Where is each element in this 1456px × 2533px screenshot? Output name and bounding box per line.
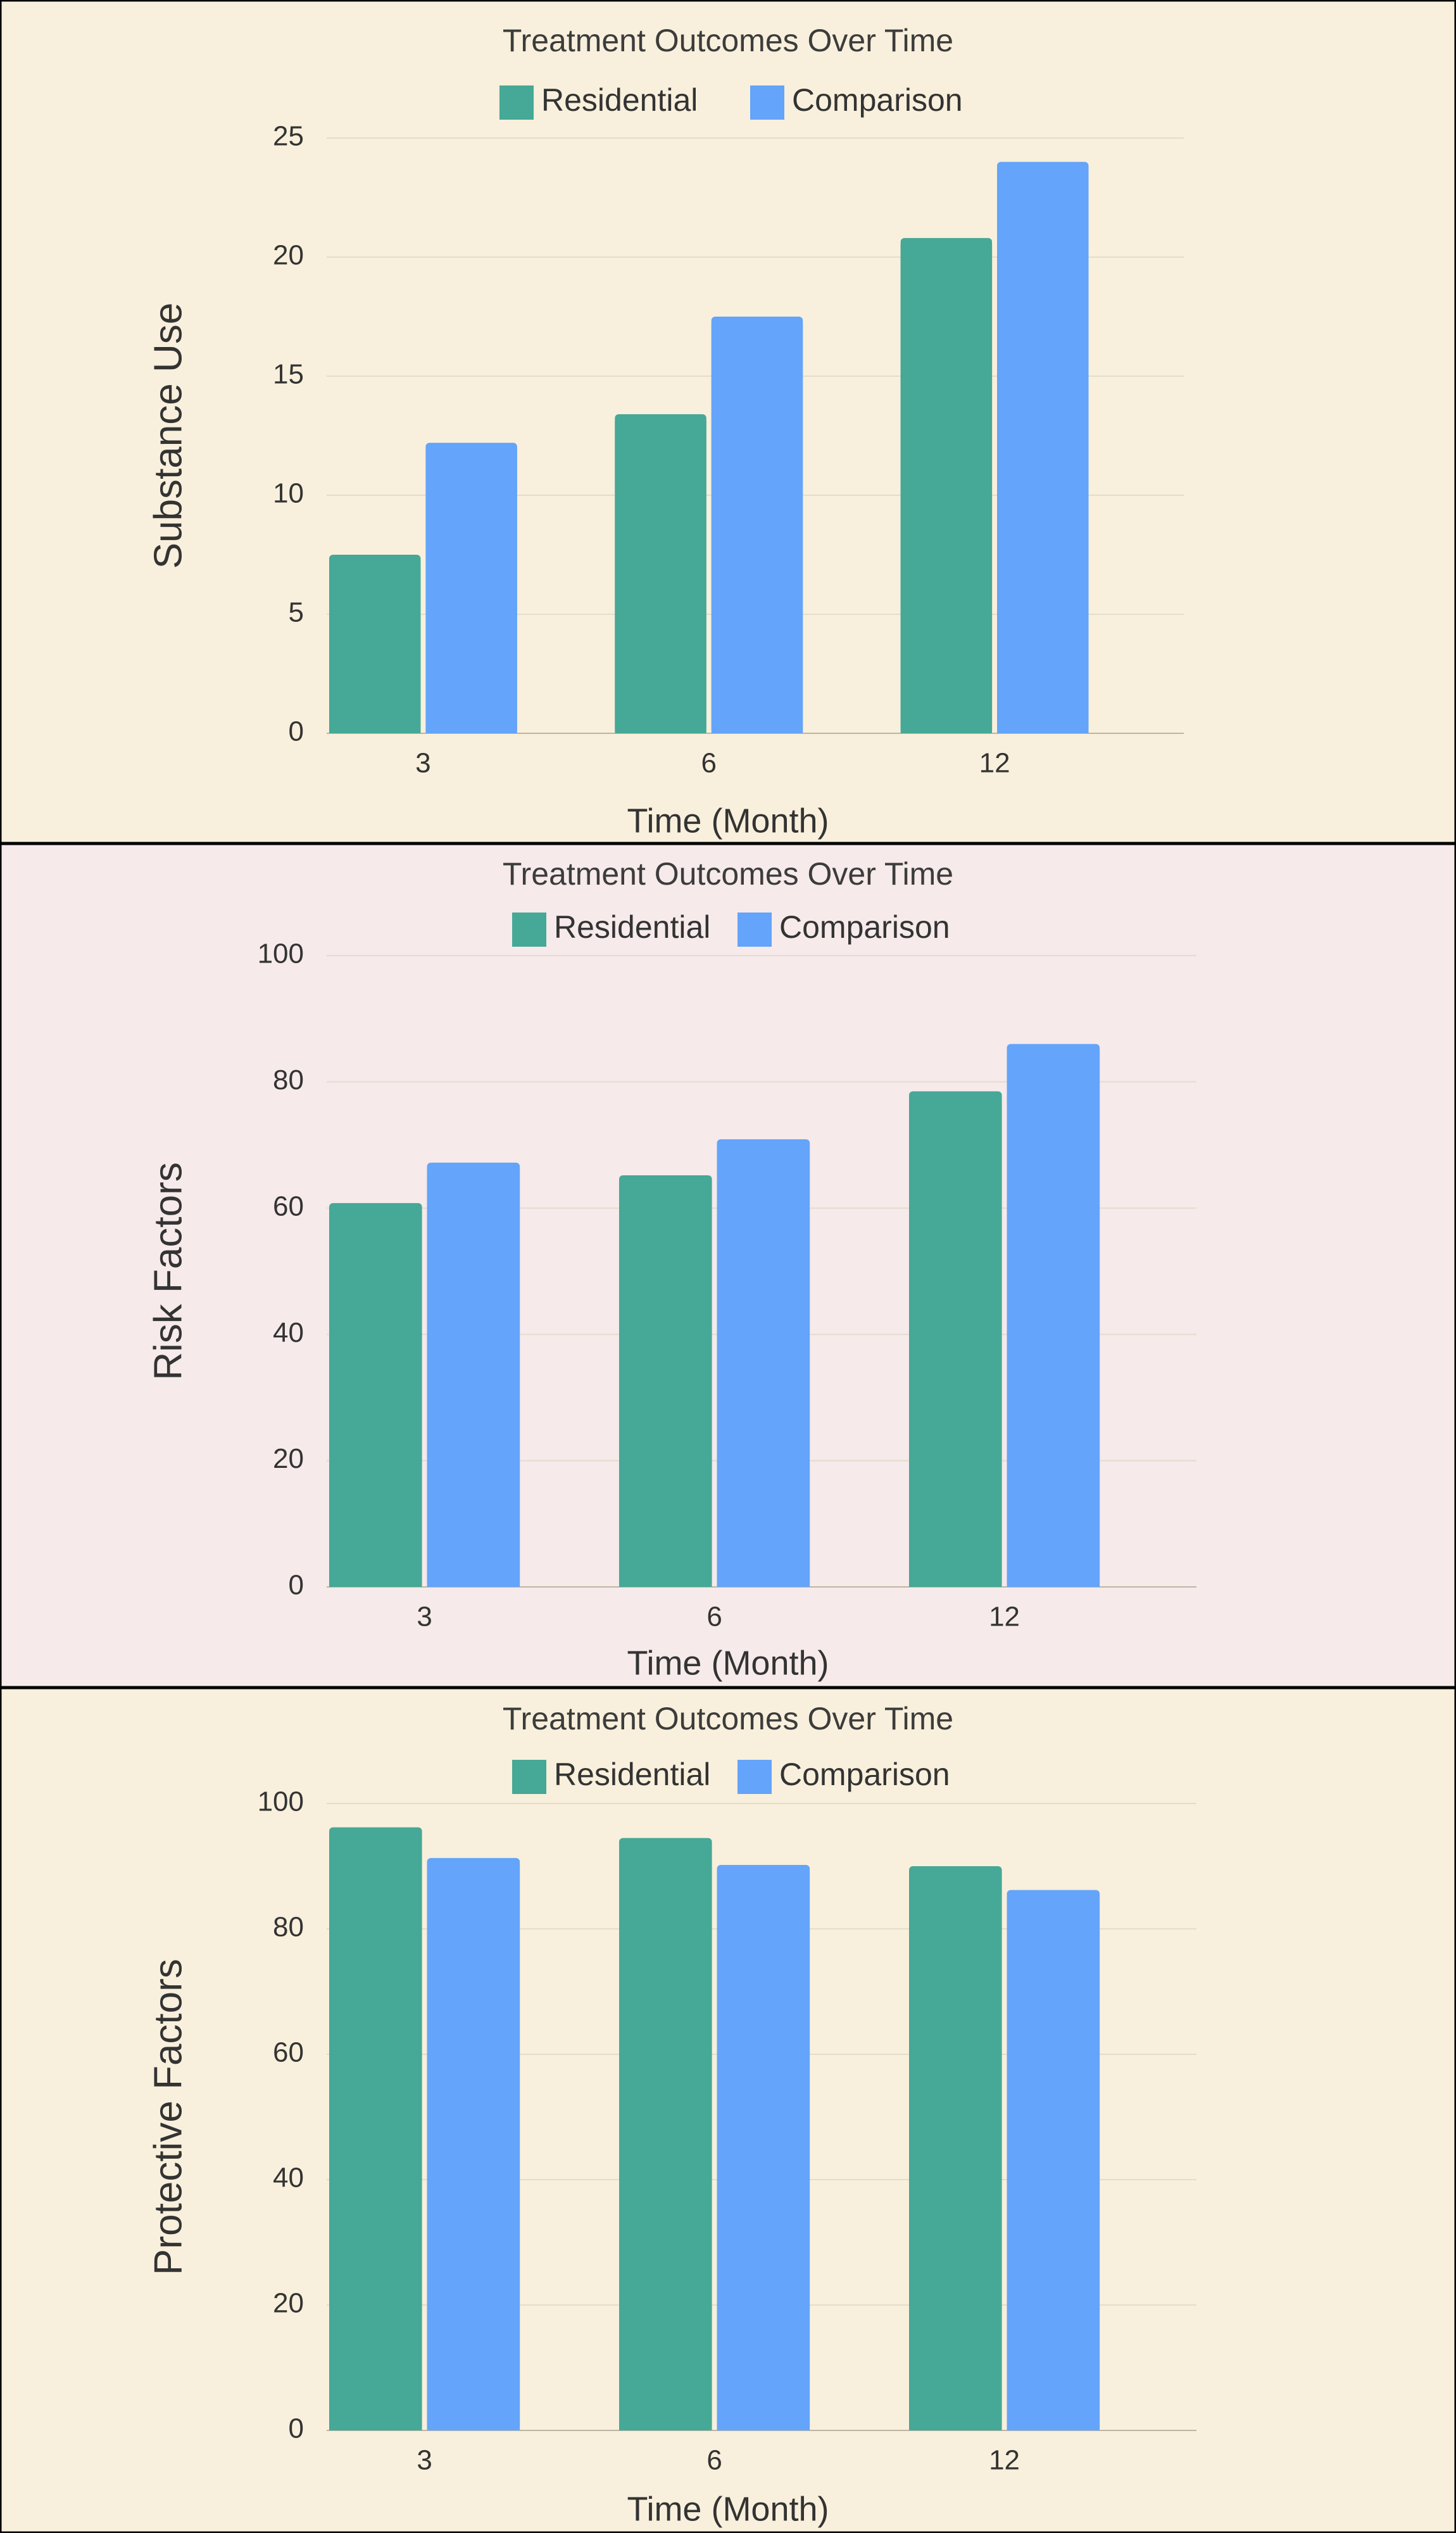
chart-2-ytick-20: 20 (273, 1443, 304, 1474)
chart-1-ytick-20: 20 (273, 240, 304, 271)
chart-3-bar-fill-comparison-12 (1007, 1896, 1100, 2430)
legend-1-label-residential: Residential (541, 82, 698, 118)
chart-2-ylabel: Risk Factors (146, 1162, 190, 1380)
chart-2-bar-fill-residential-3 (329, 1209, 422, 1587)
chart-1-xtick-12: 12 (979, 748, 1010, 779)
chart-2-bar-fill-comparison-6 (717, 1146, 810, 1587)
chart-1-bar-fill-residential-6 (615, 420, 706, 733)
chart-2-bar-fill-residential-12 (909, 1097, 1002, 1587)
chart-1-xtick-6: 6 (701, 748, 717, 779)
chart-3-title: Treatment Outcomes Over Time (503, 1701, 953, 1736)
chart-2-xtick-6: 6 (706, 1601, 722, 1633)
chart-2-ytick-80: 80 (273, 1064, 304, 1096)
chart-3-ytick-0: 0 (289, 2413, 304, 2444)
chart-2-bar-fill-residential-6 (619, 1181, 712, 1587)
legend-3-label-residential: Residential (554, 1757, 710, 1792)
chart-1-bar-fill-comparison-3 (425, 449, 517, 733)
chart-3-bar-fill-comparison-3 (427, 1864, 520, 2430)
chart-2-ytick-0: 0 (289, 1570, 304, 1601)
chart-2-ytick-100: 100 (258, 938, 304, 970)
chart-1-ytick-5: 5 (289, 597, 304, 628)
chart-1-xtick-3: 3 (415, 748, 430, 779)
chart-1-ytick-0: 0 (289, 716, 304, 747)
chart-2-xtick-12: 12 (989, 1601, 1020, 1633)
legend-3-swatch-comparison (737, 1760, 772, 1794)
chart-3-ytick-80: 80 (273, 1912, 304, 1943)
legend-3-swatch-residential (512, 1760, 546, 1794)
legend-2-swatch-comparison (737, 913, 772, 947)
chart-3-bar-fill-residential-3 (329, 1833, 422, 2430)
chart-2-ytick-40: 40 (273, 1317, 304, 1348)
legend-2-label-residential: Residential (554, 909, 710, 945)
chart-2-xtick-3: 3 (417, 1601, 432, 1633)
legend-2-swatch-residential (512, 913, 546, 947)
chart-2-bar-fill-comparison-12 (1007, 1050, 1100, 1587)
chart-3-xtick-6: 6 (706, 2445, 722, 2476)
chart-1-bar-fill-comparison-6 (711, 323, 803, 733)
chart-1-bar-fill-residential-3 (329, 561, 421, 733)
legend-1-label-comparison: Comparison (792, 82, 963, 118)
chart-2-title: Treatment Outcomes Over Time (503, 856, 953, 892)
legend-2-label-comparison: Comparison (779, 909, 950, 945)
chart-2-xlabel: Time (Month) (627, 1644, 829, 1682)
chart-1-title: Treatment Outcomes Over Time (503, 23, 953, 58)
chart-3-ylabel: Protective Factors (146, 1959, 190, 2275)
chart-3-ytick-100: 100 (258, 1786, 304, 1817)
chart-1-ylabel: Substance Use (146, 303, 190, 569)
chart-1-bar-fill-comparison-12 (997, 168, 1089, 734)
chart-1-ytick-10: 10 (273, 478, 304, 509)
chart-3-ytick-20: 20 (273, 2288, 304, 2319)
chart-2-bar-fill-comparison-3 (427, 1169, 520, 1587)
chart-1-ytick-15: 15 (273, 359, 304, 390)
chart-3-xtick-3: 3 (417, 2445, 432, 2476)
chart-3-bar-fill-residential-6 (619, 1844, 712, 2430)
chart-2-ytick-60: 60 (273, 1191, 304, 1222)
legend-1-swatch-comparison (750, 85, 784, 120)
chart-1-bar-fill-residential-12 (900, 244, 993, 733)
chart-1-ytick-25: 25 (273, 121, 304, 152)
chart-3-bar-fill-residential-12 (909, 1873, 1002, 2430)
chart-3-xlabel: Time (Month) (627, 2490, 829, 2528)
chart-1-xlabel: Time (Month) (627, 802, 829, 840)
legend-3-label-comparison: Comparison (779, 1757, 950, 1792)
chart-3-ytick-60: 60 (273, 2037, 304, 2068)
chart-3-bar-fill-comparison-6 (717, 1871, 810, 2430)
chart-3-ytick-40: 40 (273, 2163, 304, 2194)
legend-1-swatch-residential (499, 85, 534, 120)
chart-3-xtick-12: 12 (989, 2445, 1020, 2476)
